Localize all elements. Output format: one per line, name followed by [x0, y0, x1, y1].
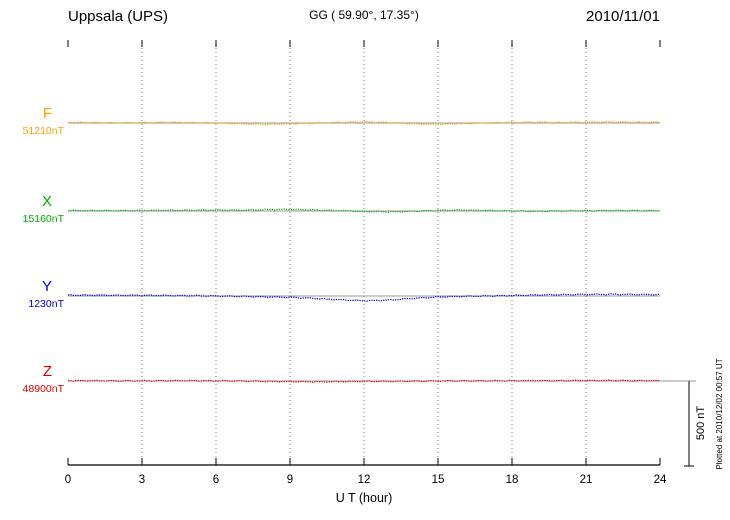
gridlines — [141, 40, 587, 465]
scale-bar-label: 500 nT — [695, 406, 707, 441]
series-letter-Y: Y — [42, 278, 52, 295]
x-tick-label: 24 — [654, 474, 667, 486]
station-coordinates: GG ( 59.90°, 17.35°) — [309, 8, 419, 22]
x-axis-title: U T (hour) — [336, 491, 393, 505]
x-tick-label: 21 — [580, 474, 593, 486]
series-letter-X: X — [42, 193, 52, 210]
trace-Y — [67, 293, 661, 302]
x-tick-label: 18 — [506, 474, 519, 486]
plotted-at-note: Plotted at 2010/12/02 00:57 UT — [715, 358, 724, 469]
series-letter-F: F — [43, 105, 52, 122]
x-tick-label: 12 — [358, 474, 371, 486]
trace-lines — [67, 120, 696, 384]
series-baseline-value-X: 15160nT — [23, 213, 65, 225]
x-tick-label: 6 — [213, 474, 219, 486]
trace-X — [67, 208, 661, 213]
plot-date: 2010/11/01 — [586, 8, 660, 25]
station-title: Uppsala (UPS) — [68, 8, 169, 25]
x-tick-label: 0 — [65, 474, 71, 486]
trace-Z — [68, 379, 661, 384]
axis-and-series-labels: 0 3 6 9 12 15 18 21 24 U T (hour) F 51210nT X 15160nT… — [23, 105, 667, 505]
x-tick-label: 9 — [287, 474, 293, 486]
series-baseline-value-F: 51210nT — [23, 125, 65, 137]
axes — [67, 40, 694, 467]
trace-F — [67, 120, 661, 126]
series-letter-Z: Z — [43, 363, 52, 380]
x-tick-label: 3 — [139, 474, 145, 486]
x-tick-label: 15 — [432, 474, 445, 486]
series-baseline-value-Z: 48900nT — [23, 383, 65, 395]
series-baseline-value-Y: 1230nT — [28, 298, 64, 310]
